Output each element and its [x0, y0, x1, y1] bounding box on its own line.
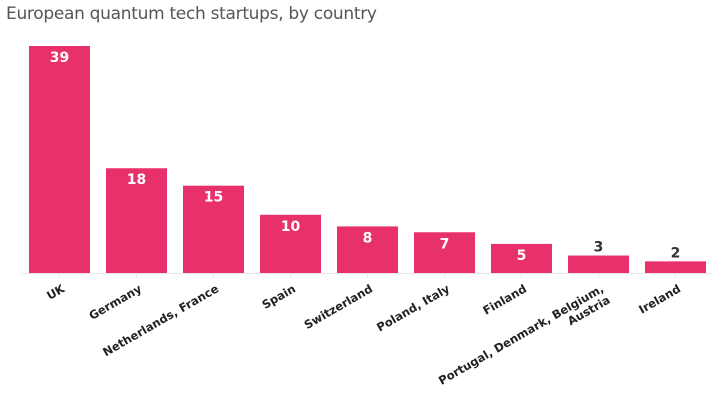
bar-ireland — [645, 261, 706, 273]
bar-uk — [29, 46, 90, 273]
bar-portugal-denmark-belgium-austria — [568, 255, 629, 273]
x-tick-label: Spain — [259, 281, 298, 311]
bar-spain — [260, 214, 321, 273]
data-label: 10 — [281, 219, 301, 235]
bar-finland — [491, 243, 552, 273]
bar-netherlands-france — [183, 185, 244, 273]
data-label: 8 — [363, 230, 373, 246]
data-label: 18 — [127, 172, 146, 188]
chart-title: European quantum tech startups, by count… — [6, 4, 377, 24]
data-label: 7 — [440, 236, 450, 252]
data-label: 15 — [204, 190, 223, 206]
x-tick-label: Ireland — [636, 281, 683, 316]
x-tick-label: Germany — [86, 281, 144, 323]
x-tick-label: Switzerland — [302, 281, 375, 331]
x-tick-label: Finland — [480, 281, 529, 317]
x-tick-label: UK — [44, 281, 68, 303]
bar-poland-italy — [414, 232, 475, 273]
bar-switzerland — [337, 226, 398, 273]
data-label: 3 — [594, 240, 604, 256]
bar-germany — [106, 168, 167, 273]
data-label: 2 — [671, 245, 681, 261]
x-tick-label: Portugal, Denmark, Belgium,Austria — [436, 281, 612, 398]
data-label: 5 — [517, 248, 527, 264]
x-tick-label: Poland, Italy — [374, 281, 452, 334]
data-label: 39 — [50, 50, 69, 66]
